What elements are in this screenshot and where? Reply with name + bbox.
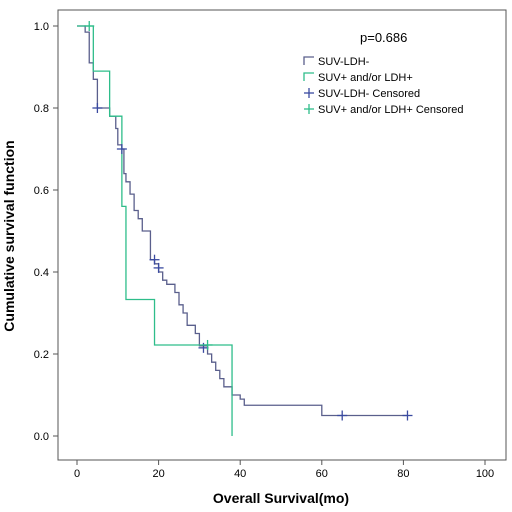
censor-mark-suv-ldh-neg [402, 410, 413, 421]
legend-item: SUV+ and/or LDH+ [303, 72, 413, 84]
censor-mark-suv-ldh-neg [92, 103, 103, 113]
y-tick-label: 0.4 [34, 267, 49, 279]
series-line-suv-ldh-pos [77, 25, 233, 436]
x-tick-label: 0 [74, 468, 80, 480]
censor-mark-suv-ldh-neg [149, 254, 160, 265]
y-tick-label: 0.6 [34, 185, 49, 197]
plot-border [57, 9, 507, 461]
legend-swatch [303, 72, 314, 81]
x-tick-label: 80 [397, 468, 409, 480]
legend-label: SUV-LDH- Censored [318, 88, 420, 100]
y-tick-label: 1.0 [34, 21, 49, 33]
p-value-annotation: p=0.686 [360, 30, 407, 45]
legend-item: SUV+ and/or LDH+ Censored [304, 104, 464, 116]
x-tick-label: 60 [316, 468, 328, 480]
y-tick-label: 0.8 [34, 103, 49, 115]
legend-label: SUV+ and/or LDH+ [318, 72, 413, 84]
censor-layer [84, 21, 413, 421]
legend-label: SUV+ and/or LDH+ Censored [318, 104, 464, 116]
censor-mark-suv-ldh-pos [84, 21, 95, 31]
y-tick-label: 0.0 [34, 431, 49, 443]
legend-item: SUV-LDH- Censored [304, 88, 420, 100]
censor-mark-suv-ldh-neg [116, 144, 127, 154]
legend-item: SUV-LDH- [303, 56, 370, 68]
series-layer [77, 25, 408, 436]
axes: 0 20 40 60 80 100 0.0 0.2 0.4 0.6 0.8 1.0 [34, 21, 494, 480]
legend: SUV-LDH- SUV+ and/or LDH+ SUV-LDH- Censore… [303, 56, 464, 116]
censor-mark-suv-ldh-neg [337, 410, 348, 421]
y-tick-label: 0.2 [34, 349, 49, 361]
series-line-suv-ldh-neg [77, 25, 408, 417]
x-axis-title: Overall Survival(mo) [213, 490, 349, 506]
x-tick-label: 100 [476, 468, 494, 480]
legend-swatch [303, 56, 314, 65]
censor-mark-suv-ldh-neg [153, 262, 164, 273]
legend-label: SUV-LDH- [318, 56, 370, 68]
censor-mark-suv-ldh-pos [202, 339, 213, 350]
x-tick-label: 20 [152, 468, 164, 480]
y-axis-title: Cumulative survival function [1, 140, 17, 331]
x-tick-label: 40 [234, 468, 246, 480]
